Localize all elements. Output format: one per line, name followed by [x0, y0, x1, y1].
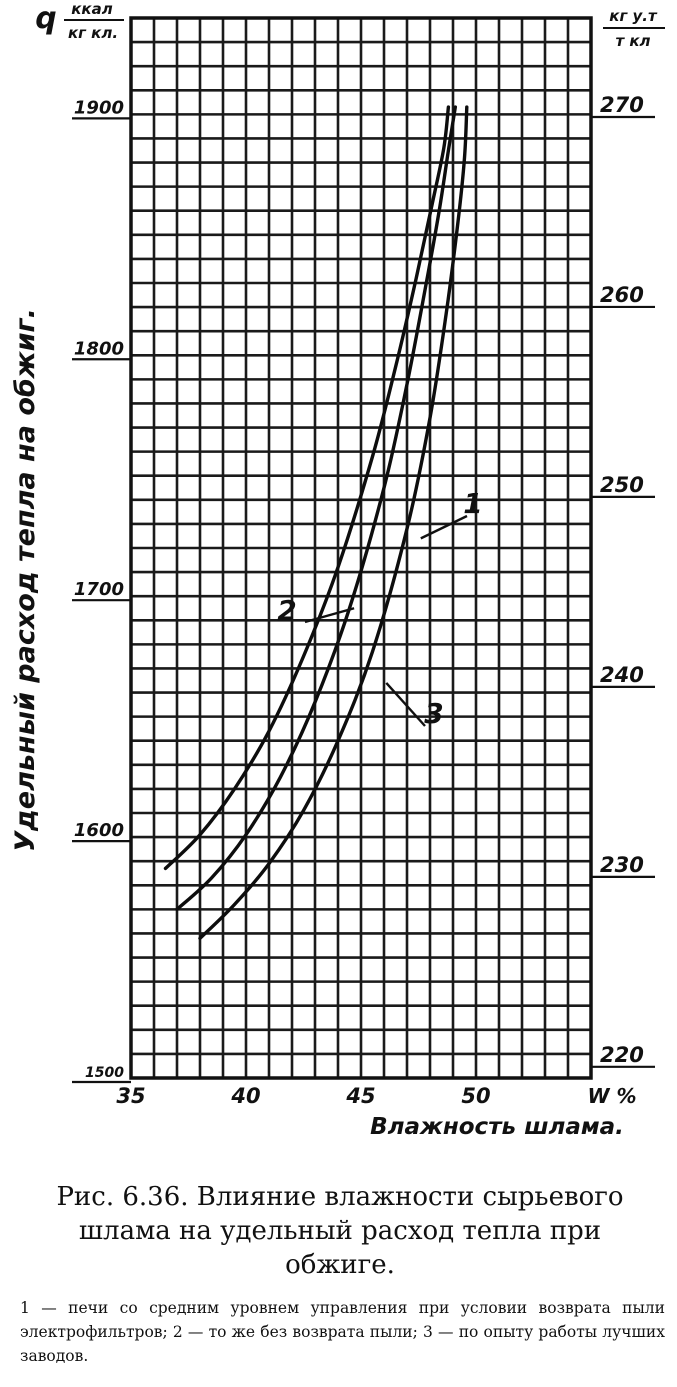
y-right-tick-label: 240: [600, 663, 644, 687]
x-axis-label: Влажность шлама.: [370, 1114, 624, 1140]
left-axis-unit-numerator: ккал: [71, 0, 112, 18]
chart-curves: 1 2 3: [163, 105, 483, 940]
leader-line-2: [304, 607, 355, 624]
x-tick-label: 40: [230, 1084, 260, 1108]
left-axis-unit: q ккал кг кл.: [35, 0, 124, 42]
curve-label-2: 2: [277, 594, 296, 627]
series-line-1: [175, 105, 457, 912]
right-axis-unit-denominator: т кл: [615, 32, 650, 50]
chart-grid: [129, 16, 593, 1080]
x-tick-label: 35: [116, 1084, 145, 1108]
left-axis-unit-symbol: q: [35, 1, 56, 36]
left-axis-unit-denominator: кг кл.: [68, 24, 118, 42]
curve-label-3: 3: [424, 697, 443, 730]
y-left-tick-label: 1600: [74, 820, 124, 841]
y-right-tick-label: 250: [600, 473, 644, 497]
figure-caption-body: 1 — печи со средним уровнем управления п…: [20, 1299, 665, 1365]
curve-label-1: 1: [463, 487, 482, 520]
figure-caption-title: Рис. 6.36. Влияние влажности сырьевого ш…: [56, 1182, 624, 1280]
y-right-tick-label: 270: [600, 93, 644, 117]
x-tick-label: 50: [461, 1084, 490, 1108]
leader-line-1: [420, 514, 468, 540]
plot-border: [129, 16, 593, 1080]
y-axis-label: Удельный расход тепла на обжиг.: [10, 308, 41, 852]
y-left-tick-label: 1900: [74, 97, 124, 118]
x-axis-unit: W %: [587, 1084, 636, 1108]
x-tick-label: 45: [345, 1084, 375, 1108]
y-left-tick-label: 1700: [74, 579, 124, 600]
chart-frame: [129, 16, 593, 1080]
right-axis-unit: кг у.т т кл: [603, 7, 665, 50]
series-line-2: [163, 105, 451, 871]
chart: 1 2 3 35 40 45 50 1500 1600 1700 1800 1900 220 230 24…: [10, 0, 665, 1140]
series-line-3: [198, 105, 469, 940]
y-right-tick-label: 230: [600, 853, 644, 877]
chart-ticks: 35 40 45 50 1500 1600 1700 1800 1900 220 230 240 250…: [72, 93, 655, 1108]
y-right-tick-label: 220: [600, 1043, 644, 1067]
leader-line-3: [385, 682, 426, 727]
right-axis-unit-numerator: кг у.т: [609, 7, 658, 25]
y-left-tick-label: 1800: [74, 338, 124, 359]
y-left-tick-label: 1500: [85, 1065, 124, 1081]
y-right-tick-label: 260: [600, 283, 644, 307]
